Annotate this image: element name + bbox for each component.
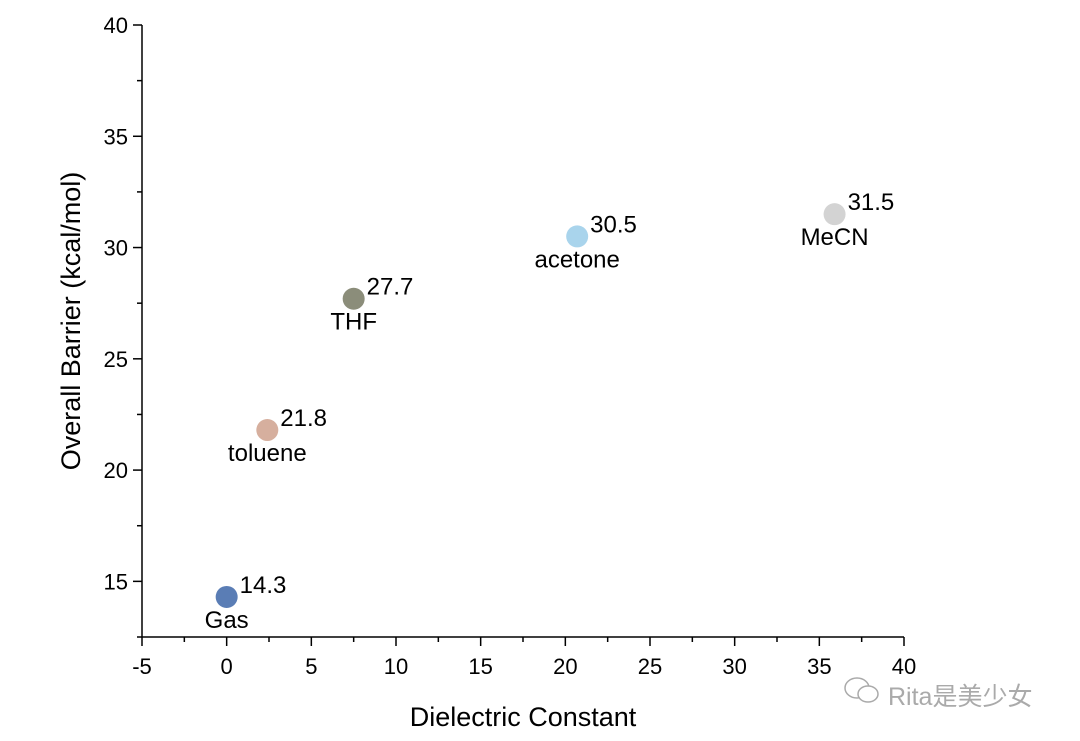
x-tick-label: 25	[638, 654, 662, 679]
x-tick-label: -5	[132, 654, 152, 679]
y-tick-label: 25	[104, 347, 128, 372]
x-tick-label: 30	[722, 654, 746, 679]
x-axis-title: Dielectric Constant	[410, 702, 637, 732]
x-tick-label: 35	[807, 654, 831, 679]
value-label: 30.5	[590, 211, 637, 238]
y-tick-label: 35	[104, 124, 128, 149]
data-point-thf	[342, 287, 365, 310]
value-label: 27.7	[367, 274, 414, 301]
x-tick-label: 10	[384, 654, 408, 679]
wechat-icon	[842, 676, 882, 713]
y-tick-label: 40	[104, 13, 128, 38]
data-point-gas	[215, 585, 238, 608]
data-point-acetone	[566, 225, 589, 248]
point-name-label: acetone	[534, 246, 619, 273]
value-label: 21.8	[280, 405, 327, 432]
y-tick-label: 30	[104, 236, 128, 261]
point-name-label: THF	[330, 309, 377, 336]
value-label: 31.5	[848, 189, 895, 216]
x-tick-label: 0	[221, 654, 233, 679]
watermark-text: Rita是美少女	[888, 682, 1033, 711]
point-name-label: Gas	[205, 607, 249, 634]
x-tick-label: 5	[305, 654, 317, 679]
watermark: Rita是美少女	[842, 676, 1032, 713]
point-name-label: MeCN	[801, 224, 869, 251]
y-tick-label: 20	[104, 458, 128, 483]
value-label: 14.3	[240, 572, 287, 599]
x-tick-label: 40	[892, 654, 916, 679]
data-point-mecn	[823, 203, 846, 226]
data-point-toluene	[256, 419, 279, 442]
y-tick-label: 15	[104, 569, 128, 594]
x-tick-label: 15	[468, 654, 492, 679]
point-name-label: toluene	[228, 440, 307, 467]
y-axis-title: Overall Barrier (kcal/mol)	[56, 172, 86, 471]
x-tick-label: 20	[553, 654, 577, 679]
